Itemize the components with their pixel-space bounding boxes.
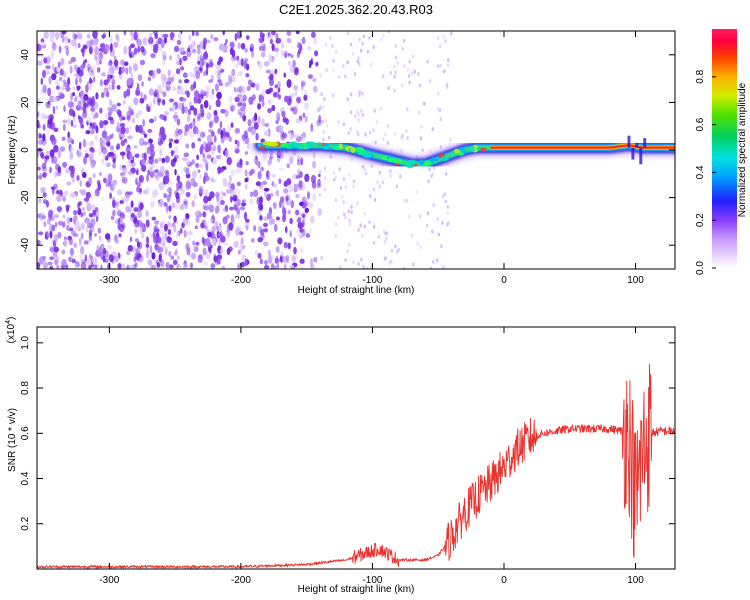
x-tick-label: -200 (231, 575, 251, 586)
snr-x-label: Height of straight line (km) (298, 584, 415, 595)
y-tick-label: 0.4 (20, 471, 31, 485)
colorbar-tick-label: 0.6 (695, 117, 706, 131)
spectrogram-x-label: Height of straight line (km) (298, 285, 415, 296)
snr-y-label: SNR (10 * v/v) (7, 408, 18, 472)
colorbar-tick-label: 0.0 (695, 261, 706, 275)
snr-x-ticks: -300 -200 -100 0 100 (99, 327, 644, 586)
noise-speckles (37, 31, 453, 269)
y-tick-label: 0.6 (20, 426, 31, 440)
snr-series-line (37, 364, 675, 569)
x-tick-label: -300 (99, 575, 119, 586)
y-tick-label: 0.8 (20, 381, 31, 395)
figure-title: C2E1.2025.362.20.43.R03 (279, 2, 433, 17)
spectrogram-y-label: Frequency (Hz) (7, 116, 18, 185)
colorbar-tick-label: 0.8 (695, 69, 706, 83)
x-tick-label: -300 (99, 275, 119, 286)
snr-y-ticks: 0.2 0.4 0.6 0.8 1.0 (20, 335, 675, 531)
x-tick-label: -100 (362, 275, 382, 286)
x-tick-label: 100 (627, 275, 644, 286)
svg-text:(x104): (x104) (5, 317, 17, 344)
y-tick-label: 40 (20, 49, 31, 61)
x-tick-label: -100 (362, 575, 382, 586)
colorbar-tick-label: 0.4 (695, 165, 706, 179)
spectrogram-y-ticks: -40 -20 0 20 40 (20, 49, 675, 253)
colorbar-label: Normalized spectral amplitude (737, 82, 748, 217)
colorbar: 0.0 0.2 0.4 0.6 0.8 Normalized spectral ampl… (695, 29, 748, 275)
y-tick-label: -20 (20, 190, 31, 205)
x-tick-label: 0 (501, 275, 507, 286)
y-tick-label: -40 (20, 238, 31, 253)
snr-frame (36, 326, 676, 570)
snr-multiplier-base: (x10 (6, 323, 17, 343)
x-tick-label: -200 (231, 275, 251, 286)
x-tick-label: 0 (501, 575, 507, 586)
colorbar-tick-label: 0.2 (695, 213, 706, 227)
y-tick-label: 20 (20, 96, 31, 108)
y-tick-label: 0.2 (20, 516, 31, 530)
colorbar-ticks: 0.0 0.2 0.4 0.6 0.8 (695, 69, 716, 275)
snr-multiplier: (x104) (5, 317, 17, 344)
y-tick-label: 1.0 (20, 335, 31, 349)
spectrogram-x-ticks: -300 -200 -100 0 100 (99, 31, 644, 286)
spectral-track (249, 134, 675, 176)
y-tick-label: 0 (20, 147, 31, 153)
colorbar-scale (712, 29, 737, 268)
snr-multiplier-exp: 4 (5, 320, 12, 324)
x-tick-label: 100 (627, 575, 644, 586)
snr-panel: -300 -200 -100 0 100 0.2 0.4 0.6 0.8 1.0 Height … (5, 317, 676, 595)
